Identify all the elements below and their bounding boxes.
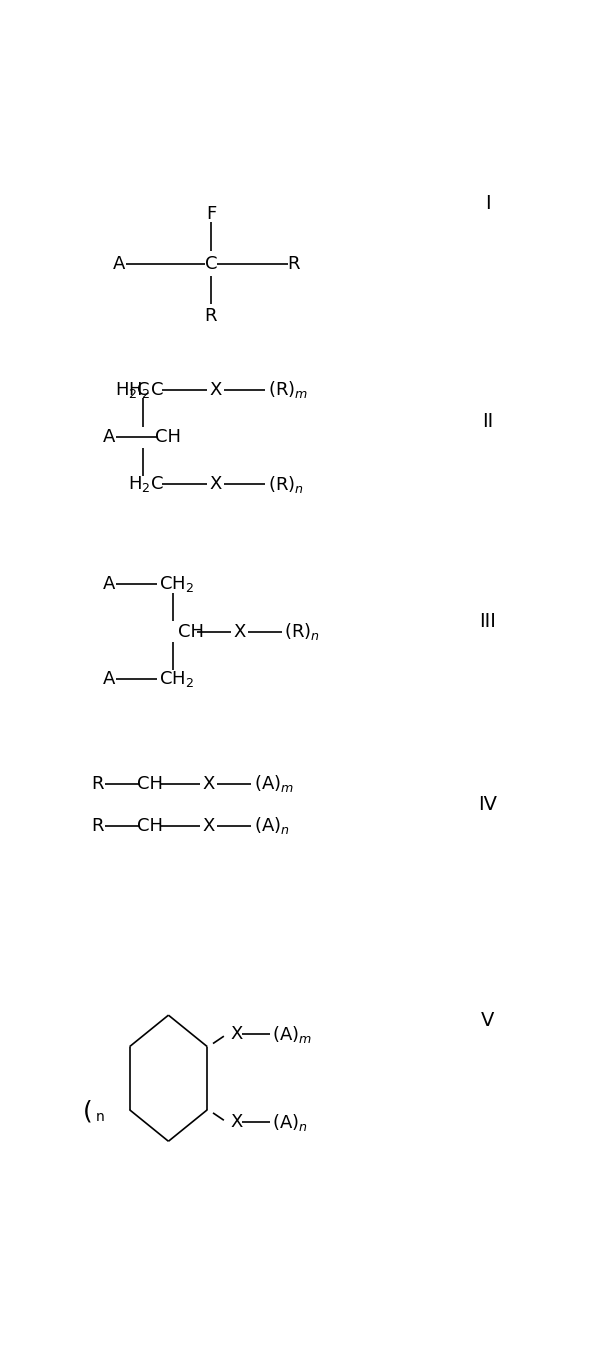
- Text: R: R: [205, 307, 217, 325]
- Text: X: X: [203, 818, 215, 835]
- Text: H$_2$C: H$_2$C: [128, 475, 164, 494]
- Text: IV: IV: [478, 796, 497, 815]
- Text: (A)$_n$: (A)$_n$: [272, 1112, 308, 1133]
- Text: (R)$_n$: (R)$_n$: [268, 474, 304, 495]
- Text: A: A: [103, 575, 115, 594]
- Text: (R)$_n$: (R)$_n$: [284, 621, 320, 642]
- Text: A: A: [113, 255, 125, 273]
- Text: (A)$_m$: (A)$_m$: [272, 1024, 312, 1044]
- Text: X: X: [203, 775, 215, 793]
- Text: I: I: [485, 194, 490, 213]
- Text: X: X: [231, 1114, 243, 1132]
- Text: X: X: [209, 381, 222, 399]
- Text: CH$_2$: CH$_2$: [159, 575, 194, 594]
- Text: C: C: [205, 255, 217, 273]
- Text: H: H: [115, 381, 128, 399]
- Text: A: A: [103, 429, 115, 446]
- Text: A: A: [103, 670, 115, 688]
- Text: CH$_2$: CH$_2$: [159, 669, 194, 689]
- Text: (R)$_m$: (R)$_m$: [268, 379, 308, 400]
- Text: CH: CH: [137, 818, 162, 835]
- Text: II: II: [482, 412, 493, 431]
- Text: V: V: [481, 1011, 494, 1031]
- Text: (A)$_n$: (A)$_n$: [254, 815, 289, 837]
- Text: F: F: [206, 205, 216, 224]
- Text: (A)$_m$: (A)$_m$: [254, 774, 293, 794]
- Text: R: R: [92, 818, 104, 835]
- Text: n: n: [96, 1110, 104, 1125]
- Text: X: X: [209, 475, 222, 493]
- Text: H$_2$C: H$_2$C: [128, 379, 164, 400]
- Text: X: X: [233, 622, 246, 640]
- Text: (: (: [83, 1100, 93, 1123]
- Text: CH: CH: [137, 775, 162, 793]
- Text: CH: CH: [156, 429, 181, 446]
- Text: $_{2}$C: $_{2}$C: [128, 379, 151, 400]
- Text: CH: CH: [178, 622, 204, 640]
- Text: X: X: [231, 1025, 243, 1043]
- Text: R: R: [287, 255, 300, 273]
- Text: R: R: [92, 775, 104, 793]
- Text: III: III: [479, 612, 496, 631]
